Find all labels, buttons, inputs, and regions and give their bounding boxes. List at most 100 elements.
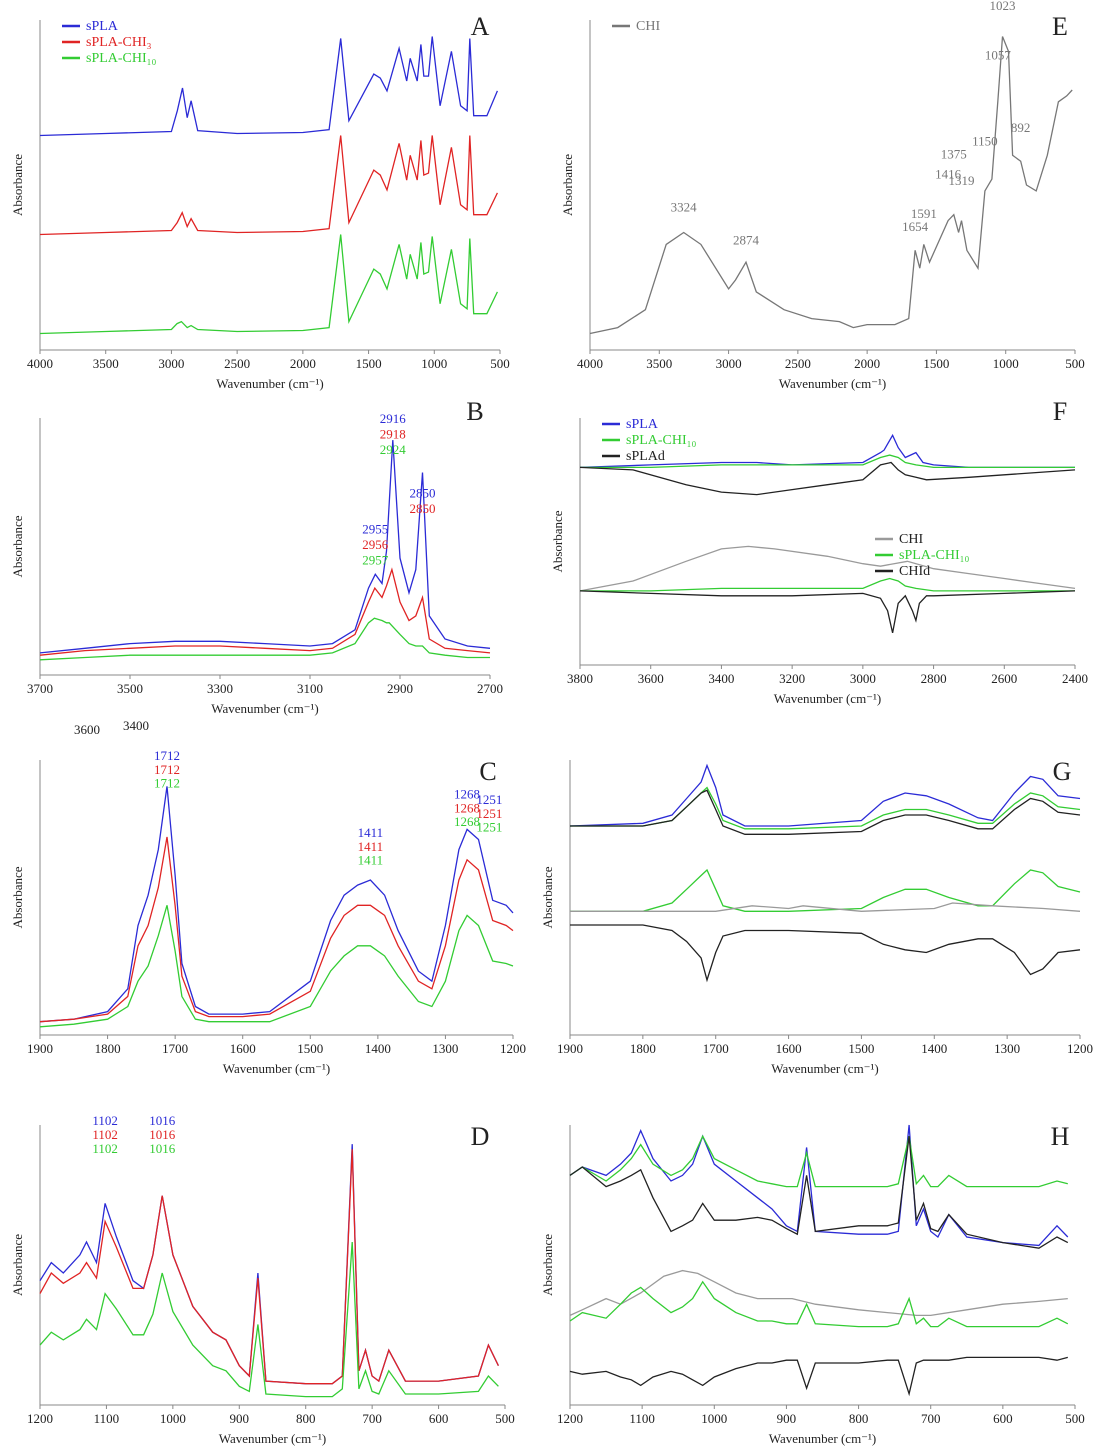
x-tick-label: 3000 (716, 356, 742, 371)
x-tick-label: 1600 (230, 1041, 256, 1056)
legend-entry: sPLA-CHI₁₀ (899, 548, 970, 563)
y-axis-label: Absorbance (540, 1234, 555, 1296)
x-axis-label: Wavenumber (cm⁻¹) (216, 376, 324, 391)
x-tick-label: 2900 (387, 681, 413, 696)
x-tick-label: 500 (1065, 1411, 1085, 1426)
x-axis-label: Wavenumber (cm⁻¹) (211, 701, 319, 716)
legend-entry: sPLA-CHI₁₀ (86, 51, 157, 66)
series-line-e-0 (589, 36, 1073, 335)
x-tick-label: 600 (993, 1411, 1013, 1426)
peak-annotation: 1591 (911, 206, 937, 221)
x-tick-label: 500 (490, 356, 510, 371)
series-line-c-1 (39, 836, 514, 1023)
peak-annotation: 1268 (454, 814, 480, 829)
x-tick-label: 3000 (850, 671, 876, 686)
series-line-c-2 (39, 905, 514, 1028)
series-line-h-4 (569, 1280, 1069, 1328)
x-tick-label: 1200 (557, 1411, 583, 1426)
series-line-d-2 (39, 1241, 499, 1398)
legend-entry: CHId (899, 564, 930, 579)
peak-annotation: 1016 (149, 1113, 176, 1128)
x-tick-label: 1800 (95, 1041, 121, 1056)
x-tick-label: 1400 (921, 1041, 947, 1056)
x-tick-label: 1200 (500, 1041, 526, 1056)
legend-entry: CHI (636, 19, 660, 34)
panel-b: 3700 3500 3300 3100 2900 2700 Wavenumber (cm⁻¹… (10, 397, 503, 716)
legend-entry: sPLA (626, 417, 659, 432)
peak-annotation: 1712 (154, 762, 180, 777)
x-tick-label: 2000 (290, 356, 316, 371)
x-tick-label: 2600 (991, 671, 1017, 686)
peak-annotation: 1411 (358, 853, 384, 868)
x-tick-label: 1200 (27, 1411, 53, 1426)
x-tick-label: 1900 (557, 1041, 583, 1056)
series-line-h-1 (569, 1134, 1068, 1188)
x-tick-label: 700 (921, 1411, 941, 1426)
x-axis-label: Wavenumber (cm⁻¹) (771, 1061, 879, 1076)
legend-entry: sPLA-CHI₃ (86, 35, 152, 50)
panel-h: 1200 1100 1000 900 800 700 600 500 Wavenumber (c… (540, 1122, 1085, 1446)
x-tick-label: 3000 (158, 356, 184, 371)
series-line-b-2 (39, 617, 490, 661)
peak-annotation: 2918 (380, 427, 406, 442)
x-tick-label: 1100 (94, 1411, 120, 1426)
peak-annotation: 1102 (92, 1141, 118, 1156)
panel-g: 1900 1800 1700 1600 1500 1400 1300 1200 Wavenumb… (540, 757, 1093, 1076)
series-line-b-0 (39, 440, 491, 654)
x-tick-label: 1900 (27, 1041, 53, 1056)
x-tick-label: 3700 (27, 681, 53, 696)
x-tick-label: 3600 (638, 671, 664, 686)
x-tick-label: 1000 (421, 356, 447, 371)
series-line-d-1 (39, 1149, 499, 1385)
x-axis-label: Wavenumber (cm⁻¹) (219, 1431, 327, 1446)
panel-letter: G (1053, 757, 1072, 786)
series-line-g-2 (570, 789, 1081, 835)
panel-letter: F (1053, 397, 1067, 426)
series-line-f-4 (580, 577, 1075, 592)
x-tick-label: 1700 (703, 1041, 729, 1056)
y-axis-label: Absorbance (540, 866, 555, 928)
x-tick-label: 3200 (779, 671, 805, 686)
stray-tick-label-3400: 3400 (123, 718, 149, 733)
panel-c: 1900 1800 1700 1600 1500 1400 1300 1200 Wavenumb… (10, 748, 526, 1076)
peak-annotation: 1712 (154, 748, 180, 763)
series-line-g-4 (570, 902, 1081, 912)
x-tick-label: 500 (495, 1411, 515, 1426)
peak-annotation: 1411 (358, 839, 384, 854)
panel-letter: D (471, 1122, 490, 1151)
peak-annotation: 1654 (902, 219, 929, 234)
panel-letter: E (1052, 12, 1068, 41)
x-tick-label: 3500 (93, 356, 119, 371)
x-tick-label: 2500 (785, 356, 811, 371)
x-tick-label: 1200 (1067, 1041, 1093, 1056)
x-tick-label: 800 (849, 1411, 869, 1426)
peak-annotation: 2874 (733, 232, 760, 247)
x-axis-label: Wavenumber (cm⁻¹) (769, 1431, 877, 1446)
series-line-f-5 (579, 590, 1076, 634)
y-axis-label: Absorbance (10, 154, 25, 216)
peak-annotation: 1016 (149, 1127, 176, 1142)
x-tick-label: 600 (429, 1411, 449, 1426)
x-tick-label: 3800 (567, 671, 593, 686)
legend-entry: CHI (899, 532, 923, 547)
x-tick-label: 2800 (921, 671, 947, 686)
x-tick-label: 2500 (224, 356, 250, 371)
x-tick-label: 1500 (923, 356, 949, 371)
panel-f: 3800 3600 3400 3200 3000 2800 2600 2400 Wavenumb… (550, 397, 1088, 706)
peak-annotation: 2956 (362, 537, 389, 552)
peak-annotation: 1319 (949, 173, 975, 188)
x-tick-label: 1500 (848, 1041, 874, 1056)
stray-tick-label-3600: 3600 (74, 722, 100, 737)
x-tick-label: 900 (230, 1411, 250, 1426)
x-tick-label: 1400 (365, 1041, 391, 1056)
peak-annotation: 2924 (380, 442, 407, 457)
y-axis-label: Absorbance (10, 1234, 25, 1296)
panel-e: 4000 3500 3000 2500 2000 1500 1000 500 Wavenumbe… (560, 0, 1085, 391)
x-tick-label: 1500 (356, 356, 382, 371)
legend-entry: sPLA (86, 19, 119, 34)
peak-annotation: 892 (1011, 120, 1031, 135)
x-tick-label: 1300 (994, 1041, 1020, 1056)
peak-annotation: 1102 (92, 1127, 118, 1142)
panel-letter: A (471, 12, 490, 41)
